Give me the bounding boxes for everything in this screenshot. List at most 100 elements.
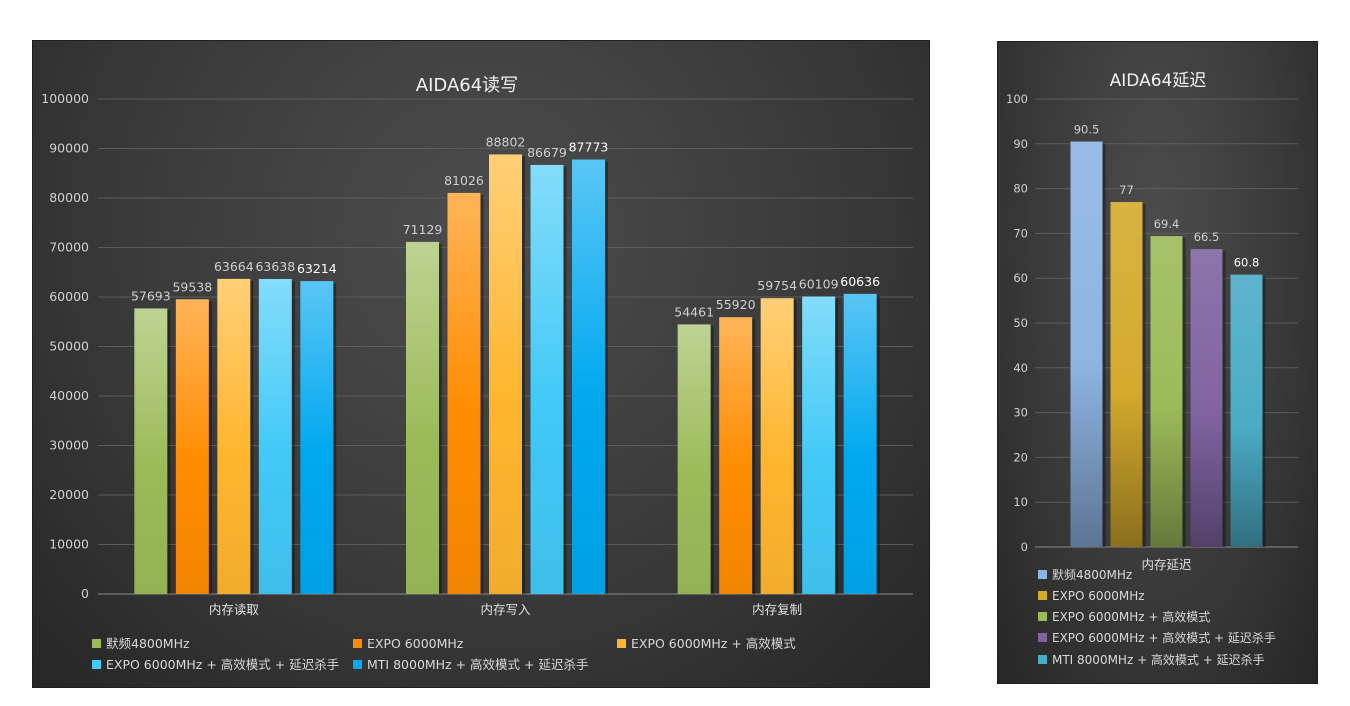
y-tick-label: 50 <box>1013 316 1028 330</box>
bar <box>1070 141 1103 547</box>
bar <box>217 278 251 594</box>
y-tick-label: 90000 <box>49 141 89 156</box>
legend-label: EXPO 6000MHz <box>367 636 464 651</box>
y-tick-label: 60000 <box>49 289 89 304</box>
data-label: 60109 <box>799 276 839 291</box>
bar <box>1110 202 1143 548</box>
y-tick-label: 20000 <box>49 487 89 502</box>
y-tick-label: 100 <box>1006 92 1028 106</box>
data-label: 55920 <box>716 297 756 312</box>
x-category-label: 内存延迟 <box>1141 557 1192 572</box>
legend-label: EXPO 6000MHz + 高效模式 + 延迟杀手 <box>106 657 340 672</box>
legend-swatch <box>1038 570 1047 579</box>
legend-label: EXPO 6000MHz + 高效模式 <box>631 636 796 651</box>
y-tick-label: 50000 <box>49 339 89 354</box>
data-label: 77 <box>1119 183 1134 197</box>
legend-swatch <box>1038 591 1047 600</box>
legend-item: 默频4800MHz <box>92 635 190 653</box>
legend-item: EXPO 6000MHz + 高效模式 + 延迟杀手 <box>92 656 339 674</box>
x-category-label: 内存读取 <box>209 602 260 617</box>
data-label: 63664 <box>214 259 254 274</box>
data-label: 87773 <box>569 140 609 155</box>
legend-item: EXPO 6000MHz + 高效模式 <box>617 635 796 653</box>
data-label: 63638 <box>255 259 295 274</box>
y-tick-label: 10 <box>1013 495 1028 509</box>
x-category-label: 内存复制 <box>752 602 802 617</box>
data-label: 69.4 <box>1154 217 1180 231</box>
bar <box>843 293 877 594</box>
legend-item: EXPO 6000MHz + 高效模式 <box>1038 608 1210 626</box>
bar <box>447 192 481 594</box>
legend-item: 默频4800MHz <box>1038 566 1132 584</box>
legend-swatch <box>1038 633 1047 642</box>
bar <box>719 317 753 594</box>
legend-label: EXPO 6000MHz <box>1052 589 1145 603</box>
data-label: 71129 <box>403 222 443 237</box>
legend-item: EXPO 6000MHz <box>353 635 463 653</box>
legend-item: MTI 8000MHz + 高效模式 + 延迟杀手 <box>353 656 588 674</box>
bar <box>530 164 564 594</box>
data-label: 88802 <box>486 134 526 149</box>
bar <box>677 324 711 594</box>
y-tick-label: 30 <box>1013 406 1028 420</box>
bar <box>300 281 334 594</box>
y-tick-label: 30000 <box>49 438 89 453</box>
legend-swatch <box>1038 655 1047 664</box>
x-category-label: 内存写入 <box>480 602 531 617</box>
data-label: 59538 <box>172 279 212 294</box>
bar <box>489 154 522 594</box>
data-label: 63214 <box>297 261 337 276</box>
legend-label: EXPO 6000MHz + 高效模式 + 延迟杀手 <box>1052 631 1276 645</box>
y-tick-label: 40 <box>1013 361 1028 375</box>
y-tick-label: 80 <box>1013 182 1028 196</box>
data-label: 54461 <box>674 304 714 319</box>
y-tick-label: 10000 <box>49 537 89 552</box>
legend-swatch <box>92 660 101 669</box>
bar <box>406 241 439 595</box>
legend-swatch <box>92 639 101 648</box>
data-label: 90.5 <box>1074 123 1100 137</box>
legend-label: MTI 8000MHz + 高效模式 + 延迟杀手 <box>1052 653 1265 667</box>
y-tick-label: 40000 <box>49 388 89 403</box>
legend-item: EXPO 6000MHz + 高效模式 + 延迟杀手 <box>1038 629 1276 647</box>
latency-plot: AIDA64延迟 0 10 20 30 40 50 60 70 80 90 100 90.5 77 69.4… <box>1006 71 1298 572</box>
legend-label: 默频4800MHz <box>1052 568 1133 582</box>
y-tick-label: 0 <box>81 586 89 601</box>
legend-item: MTI 8000MHz + 高效模式 + 延迟杀手 <box>1038 651 1265 669</box>
y-tick-label: 100000 <box>41 91 89 106</box>
y-tick-label: 70000 <box>49 240 89 255</box>
bar <box>572 159 605 594</box>
legend-swatch <box>617 639 626 648</box>
y-tick-label: 60 <box>1013 271 1028 285</box>
bar <box>802 296 836 594</box>
legend-label: EXPO 6000MHz + 高效模式 <box>1052 610 1211 624</box>
data-label: 57693 <box>131 288 171 303</box>
chart-aida64-latency: AIDA64延迟 0 10 20 30 40 50 60 70 80 90 100 90.5 77 69.4… <box>997 41 1318 684</box>
y-tick-label: 20 <box>1013 450 1028 464</box>
legend-item: EXPO 6000MHz <box>1038 587 1145 605</box>
bar <box>1190 249 1223 547</box>
data-label: 59754 <box>757 278 797 293</box>
bar <box>1150 236 1183 547</box>
bar <box>134 308 168 594</box>
bar <box>258 278 292 594</box>
chart-title: AIDA64读写 <box>416 75 518 96</box>
readwrite-plot: AIDA64读写 0 10000 20000 30000 40000 50000 60000 7… <box>41 75 913 617</box>
chart-aida64-readwrite: AIDA64读写 0 10000 20000 30000 40000 50000 60000 7… <box>32 40 930 688</box>
data-label: 81026 <box>444 173 484 188</box>
y-tick-label: 80000 <box>49 190 89 205</box>
bar <box>1230 274 1263 547</box>
legend-swatch <box>1038 612 1047 621</box>
legend-label: MTI 8000MHz + 高效模式 + 延迟杀手 <box>367 657 589 672</box>
data-label: 60636 <box>840 274 880 289</box>
data-label: 66.5 <box>1194 230 1220 244</box>
y-tick-label: 70 <box>1013 226 1028 240</box>
y-tick-label: 0 <box>1021 540 1028 554</box>
bar <box>175 299 209 594</box>
data-label: 86679 <box>527 145 567 160</box>
legend-swatch <box>353 639 362 648</box>
bar <box>760 298 794 594</box>
y-tick-label: 90 <box>1013 137 1028 151</box>
legend-label: 默频4800MHz <box>106 636 190 651</box>
legend-swatch <box>353 660 362 669</box>
